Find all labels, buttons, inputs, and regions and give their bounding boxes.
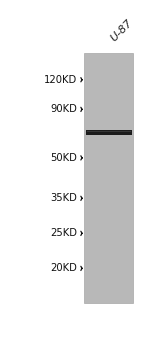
Text: 35KD: 35KD — [50, 193, 77, 203]
Text: 50KD: 50KD — [50, 153, 77, 163]
Bar — [86, 130, 132, 135]
Text: 90KD: 90KD — [50, 104, 77, 114]
Text: 25KD: 25KD — [50, 228, 77, 238]
Text: U-87: U-87 — [108, 18, 134, 43]
Bar — [87, 131, 131, 132]
Text: 120KD: 120KD — [44, 75, 77, 85]
Bar — [84, 53, 133, 303]
Text: 20KD: 20KD — [50, 264, 77, 273]
